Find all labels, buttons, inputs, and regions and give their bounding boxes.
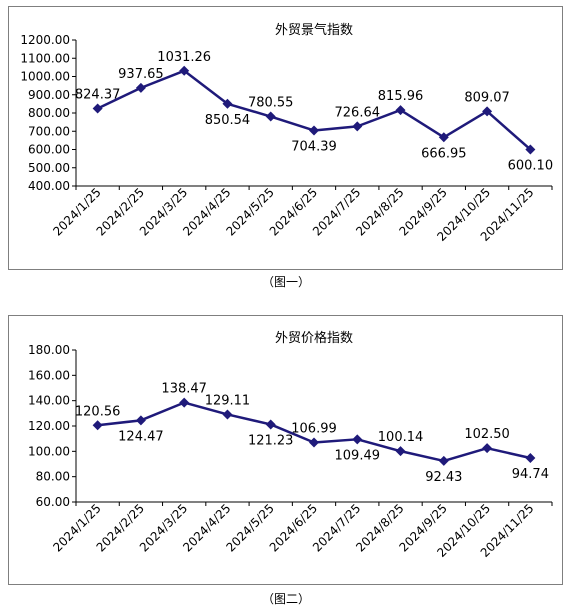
chart1-data-label: 780.55: [248, 96, 294, 111]
chart2-point: [352, 434, 363, 445]
chart1-point: [179, 65, 190, 76]
chart2-data-label: 109.49: [335, 448, 381, 463]
chart1-y-tick-label: 400.00: [28, 179, 70, 193]
chart2-data-label: 120.56: [75, 404, 121, 419]
chart2-point: [438, 455, 449, 466]
chart2-data-label: 92.43: [425, 470, 462, 485]
chart1-series-line: [97, 69, 532, 151]
chart1-point: [352, 121, 363, 132]
chart1-point: [525, 144, 536, 155]
chart2-point: [265, 419, 276, 430]
chart-panel-trade-price-index: 外贸价格指数 60.00 80.00 100.00 120.00 140.00 160.00…: [8, 315, 563, 585]
chart1-point: [395, 105, 406, 116]
chart2-point: [135, 415, 146, 426]
chart2-data-label: 106.99: [291, 421, 337, 436]
chart1-data-label: 850.54: [205, 113, 251, 128]
chart1-point: [92, 103, 103, 114]
chart2-y-tick-label: 100.00: [28, 444, 70, 458]
chart2-point: [222, 409, 233, 420]
figure-caption-1: （图一）: [261, 275, 310, 289]
chart2-y-tick-label: 60.00: [36, 495, 70, 509]
chart1-point: [222, 98, 233, 109]
chart1-y-tick-label: 1000.00: [20, 70, 70, 84]
chart1-y-tick-label: 1100.00: [20, 51, 70, 65]
chart2-y-tick-label: 180.00: [28, 343, 70, 357]
chart2-point: [482, 443, 493, 454]
chart1-y-tick-label: 500.00: [28, 161, 70, 175]
chart1-y-tick-label: 600.00: [28, 143, 70, 157]
figure-caption-2: （图二）: [261, 592, 310, 606]
chart1-data-label: 726.64: [335, 105, 381, 120]
chart2-point: [309, 437, 319, 448]
chart1-point: [265, 111, 276, 122]
chart2-data-label: 138.47: [161, 382, 207, 397]
chart1-title: 外贸景气指数: [275, 22, 353, 38]
chart1-data-label: 937.65: [118, 67, 164, 82]
chart1-y-tick-label: 900.00: [28, 88, 70, 102]
chart2-point: [92, 420, 103, 431]
chart2-point: [395, 446, 406, 457]
chart1-point: [482, 106, 493, 117]
chart2-data-label: 102.50: [464, 427, 510, 442]
chart1-y-tick-label: 800.00: [28, 106, 70, 120]
chart-panel-trade-climate-index: 外贸景气指数 400.00 500.00 600.00 700.00 800.00 900.…: [8, 6, 563, 270]
chart1-data-label: 809.07: [464, 90, 510, 105]
chart2-data-label: 124.47: [118, 429, 164, 444]
chart1-data-label: 704.39: [291, 139, 337, 154]
chart2-y-tick-label: 140.00: [28, 394, 70, 408]
chart2-data-label: 94.74: [512, 467, 549, 482]
chart1-data-label: 666.95: [421, 146, 467, 161]
chart1-point: [135, 82, 146, 93]
chart1-point: [309, 125, 319, 136]
chart2-data-label: 100.14: [378, 430, 424, 445]
chart1-data-label: 600.10: [508, 158, 554, 173]
chart1-y-tick-label: 700.00: [28, 124, 70, 138]
chart2-y-tick-label: 80.00: [36, 470, 70, 484]
chart-svg-trade-price-index: 外贸价格指数 60.00 80.00 100.00 120.00 140.00 160.00…: [28, 330, 553, 560]
chart2-y-tick-label: 120.00: [28, 419, 70, 433]
chart2-title: 外贸价格指数: [275, 330, 353, 346]
chart1-data-label: 1031.26: [157, 50, 211, 65]
chart-svg-trade-climate-index: 外贸景气指数 400.00 500.00 600.00 700.00 800.00 900.…: [20, 22, 554, 244]
chart2-data-label: 129.11: [205, 393, 251, 408]
chart2-point: [179, 397, 190, 408]
chart2-y-tick-label: 160.00: [28, 368, 70, 382]
chart2-data-label: 121.23: [248, 433, 294, 448]
chart1-data-label: 824.37: [75, 88, 121, 103]
chart1-point: [438, 132, 449, 143]
chart1-y-tick-label: 1200.00: [20, 33, 70, 47]
chart2-point: [525, 452, 536, 463]
chart1-data-label: 815.96: [378, 89, 424, 104]
